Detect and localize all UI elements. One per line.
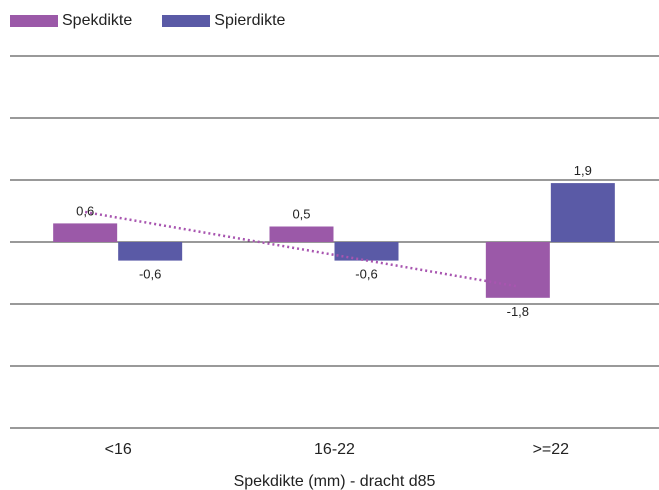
bar-spierdikte-16-22 [334,242,399,261]
data-label-spekdikte-16-22: 0,5 [292,207,310,222]
trendline-spekdikte [84,210,519,288]
bar-spierdikte-22 [550,183,615,242]
bar-spekdikte-16-22 [269,226,334,242]
legend-item-spierdikte: Spierdikte [162,12,285,30]
x-tick-label-1: <16 [105,441,132,458]
x-axis-title: Spekdikte (mm) - dracht d85 [234,473,436,490]
legend-label-spierdikte: Spierdikte [214,12,286,29]
data-label-spekdikte-16: 0,6 [76,203,94,218]
bar-spierdikte-16 [118,242,183,261]
bar-spekdikte-16 [53,223,118,242]
data-label-spierdikte-22: 1,9 [574,163,592,178]
legend-item-spekdikte: Spekdikte [10,12,132,30]
x-tick-label-2: 16-22 [314,441,355,458]
data-label-spierdikte-16-22: -0,6 [355,267,377,282]
bar-spekdikte-22 [485,242,550,298]
legend-swatch-spierdikte [162,15,211,27]
legend: Spekdikte Spierdikte [10,12,315,30]
legend-swatch-spekdikte [10,15,58,27]
legend-label-spekdikte: Spekdikte [62,12,133,29]
x-tick-label-3: >=22 [533,441,570,458]
data-label-spekdikte-22: -1,8 [507,304,529,319]
data-label-spierdikte-16: -0,6 [139,267,161,282]
